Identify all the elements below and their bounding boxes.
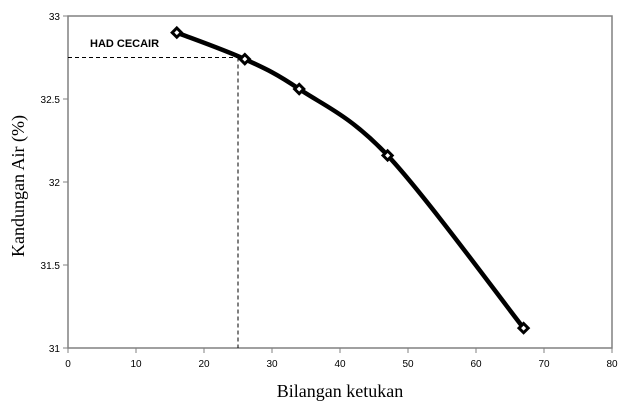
plot-area — [67, 15, 613, 349]
y-axis-ticks: 31 31.5 32 32.5 33 — [41, 12, 68, 355]
data-point-marker-center — [296, 86, 302, 92]
x-tick-label: 40 — [334, 359, 346, 370]
data-point-marker-center — [242, 56, 248, 62]
y-tick-label: 32.5 — [41, 95, 61, 106]
data-point-marker-center — [174, 30, 180, 36]
x-tick-label: 50 — [402, 359, 414, 370]
y-tick-label: 33 — [49, 12, 61, 23]
x-axis-title: Bilangan ketukan — [277, 381, 403, 401]
data-point-marker-center — [385, 152, 391, 158]
x-tick-label: 0 — [65, 359, 71, 370]
x-tick-label: 10 — [130, 359, 142, 370]
y-axis-title: Kandungan Air (%) — [8, 115, 29, 257]
series-group — [170, 25, 531, 335]
y-tick-label: 32 — [49, 178, 61, 189]
had-cecair-guides — [68, 57, 239, 348]
x-tick-label: 30 — [266, 359, 278, 370]
series-line — [174, 30, 526, 331]
annotation-label: HAD CECAIR — [90, 38, 159, 50]
x-axis-ticks: 0 10 20 30 40 50 60 70 80 — [65, 348, 618, 370]
x-tick-label: 80 — [606, 359, 618, 370]
y-tick-label: 31 — [49, 344, 61, 355]
x-tick-label: 60 — [470, 359, 482, 370]
x-tick-label: 70 — [538, 359, 550, 370]
data-point-marker-center — [521, 325, 527, 331]
x-tick-label: 20 — [198, 359, 210, 370]
y-tick-label: 31.5 — [41, 261, 61, 272]
